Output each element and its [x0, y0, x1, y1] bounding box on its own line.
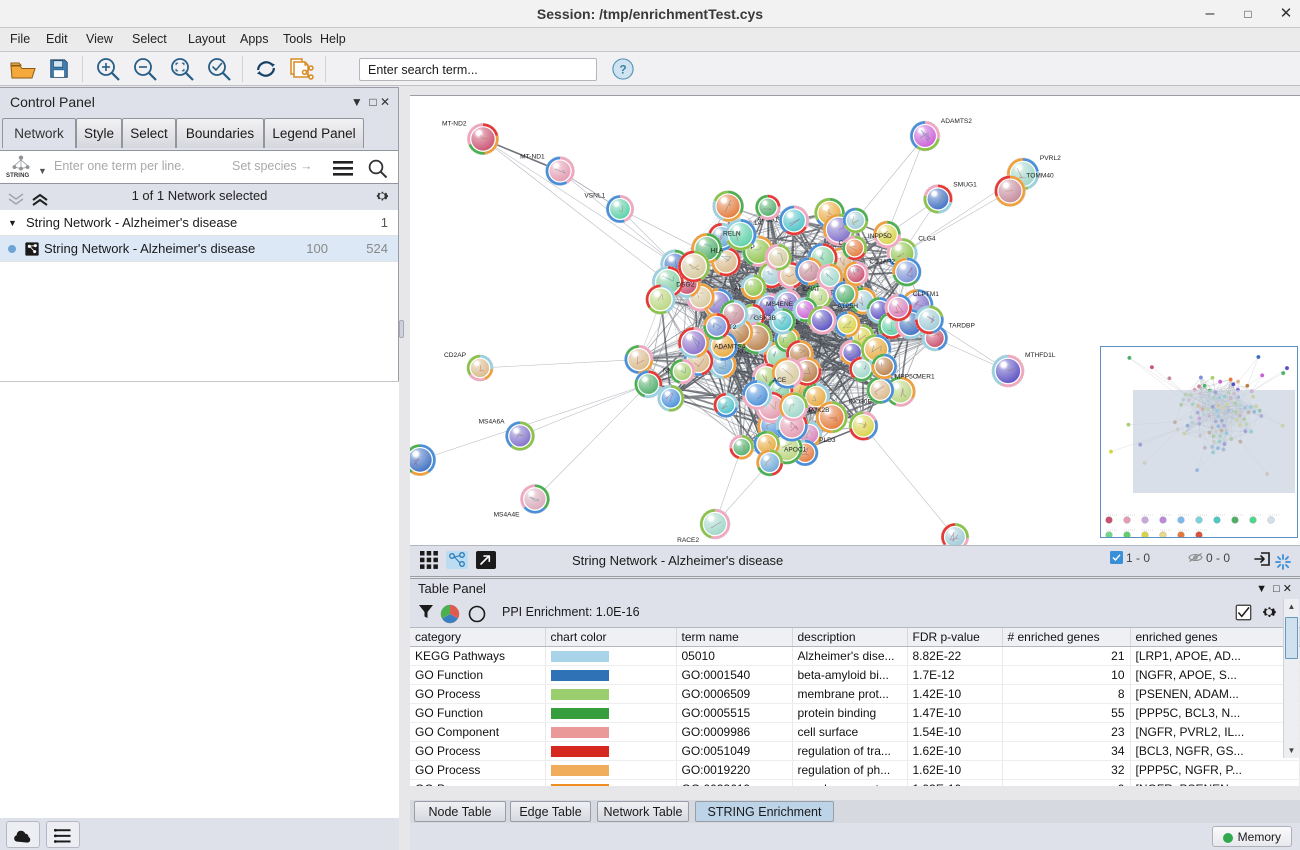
- svg-text:CLG4: CLG4: [918, 235, 936, 242]
- svg-text:VSNL1: VSNL1: [584, 192, 605, 199]
- svg-text:ADAMTS4: ADAMTS4: [714, 343, 745, 350]
- svg-text:MS4A4E: MS4A4E: [494, 511, 521, 518]
- svg-text:MS4ENE: MS4ENE: [766, 301, 794, 308]
- svg-text:CD2AP2: CD2AP2: [869, 258, 895, 265]
- svg-text:MT-ND2: MT-ND2: [442, 121, 467, 128]
- svg-text:?: ?: [619, 63, 626, 77]
- svg-text:CD2AP: CD2AP: [444, 352, 467, 359]
- svg-text:MTHFD1L: MTHFD1L: [1025, 352, 1056, 359]
- svg-text:PLD3: PLD3: [819, 437, 836, 444]
- svg-text:INPP5D: INPP5D: [868, 233, 892, 240]
- svg-text:INO80E: INO80E: [848, 399, 872, 406]
- svg-text:PVRL2: PVRL2: [1040, 155, 1061, 162]
- svg-text:MT-ND1: MT-ND1: [520, 154, 545, 161]
- svg-text:CLPTM1: CLPTM1: [913, 291, 939, 298]
- svg-text:ACE: ACE: [773, 377, 787, 384]
- svg-text:RELN: RELN: [723, 230, 741, 237]
- svg-text:DSG2: DSG2: [676, 282, 694, 289]
- svg-text:RACE2: RACE2: [677, 537, 699, 544]
- svg-text:TOMM40: TOMM40: [1026, 173, 1054, 180]
- svg-text:MS4A6A: MS4A6A: [479, 419, 506, 426]
- svg-text:PTK2B: PTK2B: [809, 407, 830, 414]
- svg-text:HLA: HLA: [711, 248, 724, 255]
- svg-text:MPP5C: MPP5C: [895, 374, 918, 381]
- svg-text:MER1: MER1: [916, 374, 935, 381]
- svg-text:GSK3B: GSK3B: [754, 315, 777, 322]
- svg-text:TARDBP: TARDBP: [949, 322, 976, 329]
- svg-text:APOC1: APOC1: [784, 447, 807, 454]
- svg-text:SMUG1: SMUG1: [953, 182, 977, 189]
- svg-text:CHAT: CHAT: [803, 286, 820, 293]
- svg-text:ATP5H: ATP5H: [837, 303, 858, 310]
- svg-text:ADAMTS2: ADAMTS2: [941, 118, 972, 125]
